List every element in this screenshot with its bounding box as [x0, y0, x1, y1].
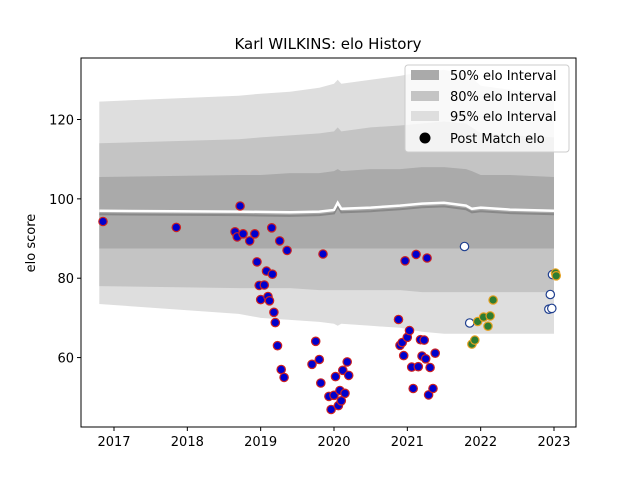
elo-point-s0-30: [326, 404, 336, 415]
y-axis-label: elo score: [24, 214, 39, 273]
elo-point-s0-1: [171, 222, 182, 233]
post-match-points: [98, 201, 561, 415]
elo-point-s0-19: [272, 340, 283, 351]
elo-point-s0-56: [423, 390, 434, 400]
elo-point-s2-8: [551, 270, 561, 281]
elo-point-s0-20: [274, 236, 285, 246]
elo-point-s0-27: [315, 378, 326, 388]
elo-point-s0-50: [413, 361, 424, 372]
legend-label-95: 95% elo Interval: [450, 110, 557, 125]
mean-elo-line-secondary: [99, 204, 555, 217]
elo-point-s0-11: [259, 280, 270, 290]
legend-label-50: 50% elo Interval: [450, 69, 557, 84]
elo-point-s0-36: [337, 365, 348, 376]
y-axis-ticks: 60 80 100 120: [49, 114, 81, 367]
elo-point-s2-1: [469, 335, 480, 345]
elo-point-s0-5: [238, 229, 248, 239]
elo-point-s0-37: [340, 388, 350, 399]
elo-point-s0-46: [404, 325, 415, 336]
elo-point-s2-6: [488, 295, 498, 305]
x-tick-label-4: 2021: [391, 435, 424, 450]
elo-point-s0-55: [422, 253, 432, 263]
elo-point-s0-24: [307, 359, 317, 370]
elo-point-s0-38: [342, 357, 352, 367]
legend-label-post-match: Post Match elo: [450, 132, 545, 147]
elo-point-s2-5: [485, 311, 495, 321]
elo-point-s1-1: [464, 318, 475, 328]
band-50: [99, 167, 555, 249]
elo-point-s0-40: [393, 314, 404, 325]
elo-point-s0-4: [235, 201, 245, 211]
elo-point-s0-53: [419, 335, 429, 345]
elo-point-s0-7: [250, 229, 260, 239]
elo-point-s0-54: [420, 353, 431, 364]
elo-point-s2-4: [483, 321, 493, 331]
mean-elo-line: [99, 200, 555, 214]
legend-swatch-95: [411, 111, 439, 121]
x-tick-label-1: 2018: [171, 435, 204, 450]
x-axis-ticks: 2017 2018 2019 2020 2021 2022 2023: [97, 427, 571, 450]
x-tick-label-3: 2020: [317, 435, 350, 450]
elo-point-s1-0: [459, 241, 470, 252]
y-tick-label-0: 60: [57, 352, 74, 367]
elo-point-s0-17: [269, 307, 279, 318]
elo-point-s0-16: [267, 269, 278, 279]
elo-point-s0-32: [330, 371, 341, 382]
elo-point-s0-26: [314, 354, 325, 365]
elo-point-s0-44: [400, 255, 410, 266]
elo-point-s0-21: [276, 364, 286, 375]
elo-point-s0-43: [398, 350, 409, 361]
elo-point-s0-49: [411, 249, 421, 260]
elo-point-s0-23: [282, 245, 292, 256]
elo-point-s1-4: [546, 303, 557, 314]
mean-elo-lines: [99, 200, 555, 217]
x-tick-label-0: 2017: [97, 435, 130, 450]
elo-point-s0-39: [343, 370, 354, 381]
elo-point-s0-57: [425, 362, 435, 373]
elo-point-s0-14: [264, 295, 275, 306]
legend-swatch-80: [411, 91, 439, 101]
legend: 50% elo Interval 80% elo Interval 95% el…: [404, 64, 570, 153]
x-tick-label-2: 2019: [244, 435, 277, 450]
x-tick-label-6: 2023: [537, 435, 570, 450]
elo-point-s0-59: [430, 348, 440, 358]
y-tick-label-1: 80: [57, 272, 74, 287]
elo-point-s0-8: [252, 257, 262, 267]
axes-frame: [80, 57, 577, 428]
elo-point-s1-3: [545, 289, 556, 300]
elo-point-s0-48: [408, 383, 418, 394]
elo-point-s0-58: [428, 383, 438, 394]
legend-frame: [404, 64, 570, 153]
y-tick-label-2: 100: [49, 193, 74, 208]
elo-point-s0-6: [244, 236, 255, 246]
elo-point-s0-35: [336, 395, 347, 406]
elo-point-s0-15: [266, 223, 277, 233]
elo-point-s0-25: [310, 336, 321, 347]
legend-marker-post-match: [419, 132, 431, 144]
x-tick-label-5: 2022: [464, 435, 497, 450]
elo-point-s0-22: [279, 372, 289, 383]
elo-point-s0-28: [318, 249, 328, 259]
y-tick-label-3: 120: [49, 114, 74, 129]
legend-label-80: 80% elo Interval: [450, 90, 557, 105]
elo-point-s0-0: [98, 216, 108, 227]
chart-title: Karl WILKINS: elo History: [234, 35, 421, 53]
elo-point-s0-18: [270, 317, 281, 328]
legend-swatch-50: [411, 70, 439, 80]
